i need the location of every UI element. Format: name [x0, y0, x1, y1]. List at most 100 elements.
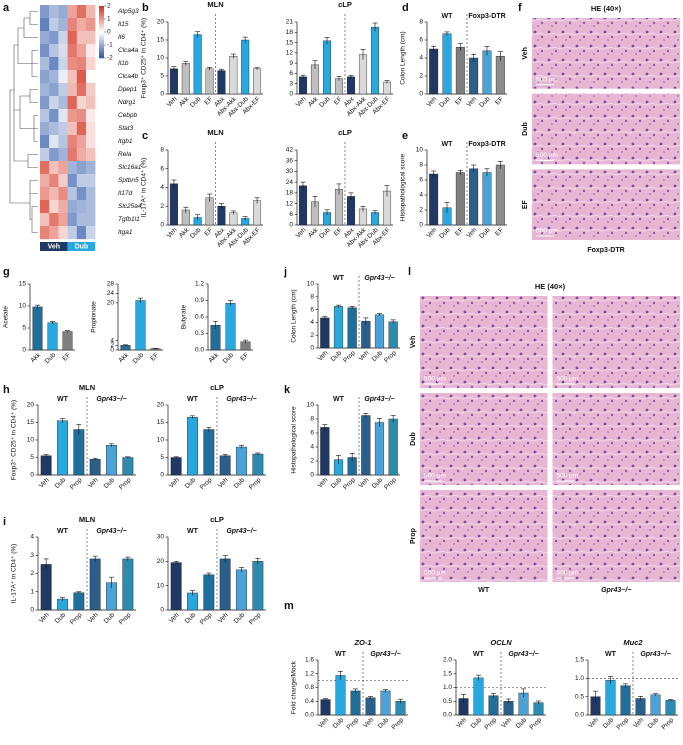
column-label: Gpr43−/−: [601, 587, 631, 594]
heatmap-cell: [40, 200, 50, 214]
group-label: WT: [335, 651, 347, 658]
y-tick-label: 1.0: [443, 684, 452, 691]
colorbar-step: [99, 24, 104, 27]
bar: [40, 564, 52, 611]
y-tick-label: 0.9: [195, 297, 204, 304]
scale-label: 500 μm: [424, 570, 446, 577]
heatmap-cell: [49, 57, 59, 71]
row-label: Veh: [522, 47, 529, 59]
y-tick-label: 2: [310, 458, 314, 465]
bar: [169, 68, 178, 95]
x-tick-label: Veh: [358, 349, 371, 362]
colorbar-label: 2: [107, 3, 111, 10]
y-tick-label: 10: [157, 437, 165, 444]
x-tick-label: Veh: [168, 476, 181, 489]
x-tick-label: Veh: [87, 611, 100, 624]
bar: [120, 345, 131, 351]
y-tick-label: 18: [286, 190, 294, 197]
heatmap-cell: [67, 70, 77, 84]
heatmap-cell: [76, 44, 87, 58]
x-tick-label: EF: [61, 352, 72, 363]
bar: [229, 56, 238, 95]
heatmap-cell: [76, 5, 87, 19]
x-tick-label: Akk: [178, 226, 191, 239]
heatmap-cell: [58, 31, 68, 45]
x-tick-label: Veh: [500, 716, 513, 729]
group-label: Gpr43−/−: [364, 275, 394, 282]
panel-letter: e: [402, 130, 408, 142]
x-tick-label: Veh: [38, 611, 51, 624]
bar: [333, 306, 344, 349]
x-tick-label: Dub: [103, 476, 117, 490]
bar: [365, 697, 376, 716]
x-tick-label: Veh: [217, 611, 230, 624]
gene-label: Tgfb1l1: [118, 216, 140, 223]
colorbar-label: -2: [107, 55, 113, 62]
bar: [225, 303, 236, 351]
x-tick-label: Veh: [38, 476, 51, 489]
group-label: Gpr43−/−: [508, 651, 538, 658]
x-tick-label: Veh: [455, 716, 468, 729]
y-tick-label: 12: [286, 50, 294, 57]
heatmap-cell: [86, 187, 96, 201]
x-tick-label: Prop: [199, 611, 214, 626]
x-tick-label: Veh: [465, 95, 478, 108]
chart-title: cLP: [210, 515, 224, 524]
bar: [388, 418, 398, 476]
heatmap-cell: [86, 70, 96, 84]
bar: [187, 592, 198, 611]
heatmap-cell: [76, 135, 87, 149]
bar: [219, 455, 231, 476]
heatmap-cell: [58, 187, 68, 201]
heatmap-cell: [40, 83, 50, 97]
bar: [635, 698, 646, 716]
scale-label: 500 μm: [557, 473, 579, 480]
y-tick-label: 42: [286, 147, 294, 154]
y-tick-label: 36: [286, 157, 294, 164]
x-tick-label: Akk: [178, 95, 191, 108]
heatmap-cell: [76, 148, 87, 162]
bar: [469, 57, 479, 95]
colorbar-step: [99, 12, 104, 15]
y-tick-label: 0.6: [195, 314, 204, 321]
panel-letter: g: [3, 266, 10, 278]
y-tick-label: 6: [289, 211, 293, 218]
heatmap-cell: [58, 70, 68, 84]
x-tick-label: Dub: [478, 226, 492, 240]
x-tick-label: Dub: [189, 95, 203, 109]
y-tick-label: 0: [419, 222, 423, 229]
heatmap-cell: [40, 122, 50, 136]
y-tick-label: 28: [107, 281, 115, 288]
colorbar-step: [99, 18, 104, 21]
bar: [205, 197, 214, 226]
bar: [89, 459, 101, 476]
heatmap-cell: [40, 226, 50, 240]
heatmap-cell: [58, 200, 68, 214]
y-tick-label: 10: [27, 437, 35, 444]
heatmap-cell: [40, 187, 50, 201]
histology-image: [552, 296, 680, 388]
x-tick-label: Veh: [217, 476, 230, 489]
bar: [219, 558, 231, 611]
chart-title: Muc2: [623, 638, 643, 647]
colorbar-step: [99, 32, 104, 35]
heatmap-cell: [76, 83, 87, 97]
group-label: Gpr43−/−: [370, 651, 400, 658]
x-tick-label: Prop: [342, 349, 357, 364]
bar: [665, 700, 676, 716]
dendrogram: [9, 11, 38, 233]
y-axis-label: Acetate: [3, 306, 10, 328]
bar: [57, 420, 68, 476]
heatmap-cell: [67, 44, 77, 58]
bar: [455, 172, 465, 226]
panel-letter: c: [142, 130, 148, 142]
heatmap-cell: [67, 57, 77, 71]
heatmap-cell: [49, 44, 59, 58]
scale-label: 500 μm: [424, 473, 446, 480]
gene-label: Rela: [118, 151, 132, 158]
colorbar-step: [99, 40, 104, 43]
histology-image: [552, 490, 680, 582]
y-axis-label: Histopathological score: [291, 406, 298, 474]
y-tick-label: 0.3: [195, 330, 204, 337]
heatmap-cell: [40, 213, 50, 227]
